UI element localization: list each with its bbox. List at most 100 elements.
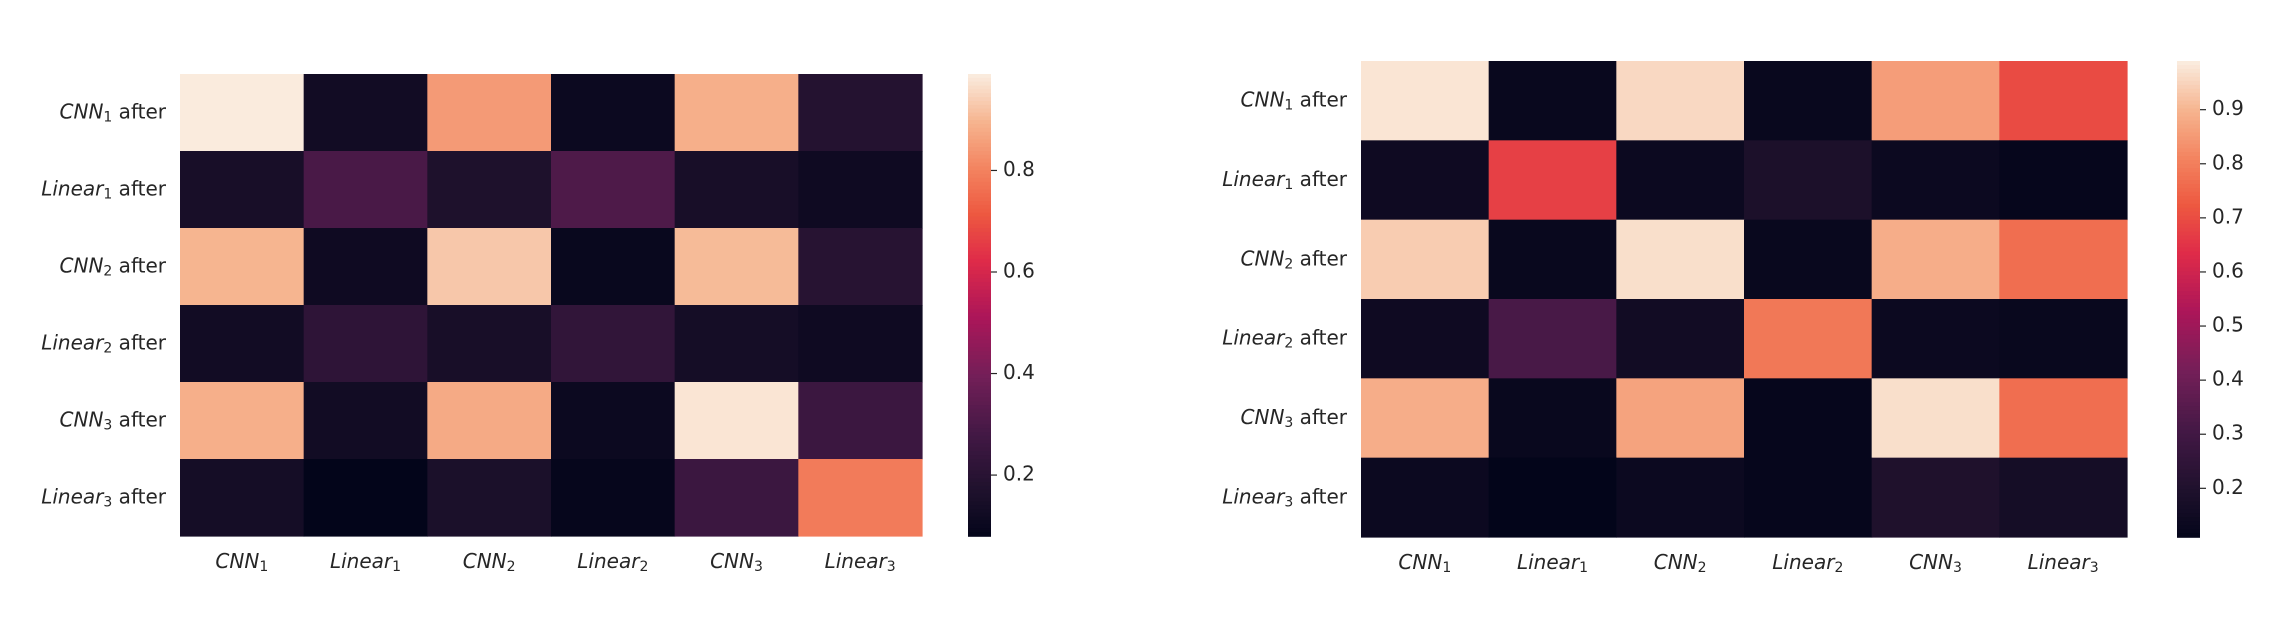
colorbar-segment [968, 366, 991, 372]
colorbar-segment [2177, 453, 2200, 459]
row-tick-label: CNN3 after [60, 407, 167, 434]
colorbar-segment [2177, 501, 2200, 507]
colorbar: 0.2 0.4 0.6 0.8 [968, 74, 1035, 537]
colorbar-segment [968, 385, 991, 391]
colorbar-tick-label: 0.8 [2212, 150, 2244, 174]
heatmap-cell [427, 228, 552, 306]
colorbar-segment [2177, 299, 2200, 304]
colorbar-segment [968, 412, 991, 418]
colorbar-segment [2177, 279, 2200, 284]
colorbar-segment [968, 289, 991, 295]
colorbar-segment [2177, 509, 2200, 514]
colorbar-segment [2177, 314, 2200, 320]
heatmap-cell [427, 151, 552, 229]
colorbar-segment [2177, 223, 2200, 229]
heatmap-cell [1744, 61, 1873, 141]
colorbar-segment [2177, 96, 2200, 102]
colorbar-segment [2177, 148, 2200, 154]
colorbar-segment [2177, 414, 2200, 419]
colorbar-tick-label: 0.2 [1003, 462, 1035, 486]
heatmap-cell [674, 382, 799, 460]
colorbar-segment [968, 297, 991, 302]
colorbar-segment [2177, 275, 2200, 280]
heatmap-cell [1744, 457, 1873, 538]
colorbar-segment [2177, 517, 2200, 522]
colorbar-segment [968, 85, 991, 91]
colorbar-segment [2177, 433, 2200, 439]
colorbar-segment [968, 285, 991, 291]
colorbar-segment [968, 293, 991, 299]
row-tick-label: Linear2 after [1222, 325, 1348, 352]
colorbar-segment [2177, 76, 2200, 82]
heatmap-cell [1488, 219, 1617, 300]
colorbar-segment [968, 435, 991, 441]
heatmap-cell [303, 305, 428, 383]
colorbar-segment [968, 208, 991, 214]
colorbar-segment [968, 528, 991, 533]
row-tick-label: CNN2 after [1241, 246, 1348, 273]
colorbar-tick-label: 0.6 [1003, 259, 1035, 283]
colorbar-segment [2177, 239, 2200, 245]
colorbar-segment [968, 501, 991, 506]
colorbar-segment [968, 524, 991, 530]
colorbar-segment [2177, 322, 2200, 328]
colorbar-segment [2177, 457, 2200, 463]
colorbar-segment [2177, 104, 2200, 110]
colorbar-segment [968, 143, 991, 148]
heatmap-cell [1871, 299, 2000, 379]
colorbar-segment [2177, 263, 2200, 269]
colorbar-segment [2177, 156, 2200, 161]
heatmap-cell [1361, 457, 1490, 538]
colorbar-segment [968, 154, 991, 160]
heatmap-cell [674, 305, 799, 383]
colorbar-segment [2177, 441, 2200, 447]
row-tick-label: Linear1 after [41, 176, 167, 203]
colorbar-segment [2177, 164, 2200, 169]
colorbar-segment [968, 278, 991, 283]
colorbar-segment [2177, 124, 2200, 130]
heatmap-cell [180, 151, 305, 229]
colorbar-segment [968, 339, 991, 345]
column-tick-label: CNN2 [463, 549, 516, 576]
heatmap-cell [1616, 61, 1745, 141]
colorbar-segment [968, 181, 991, 187]
heatmap-cell [427, 74, 552, 152]
colorbar-segment [968, 247, 991, 252]
colorbar-segment [968, 443, 991, 449]
colorbar: 0.2 0.3 0.4 0.5 0.6 0.7 0.8 0.9 [2177, 61, 2244, 538]
colorbar-tick-label: 0.2 [2212, 475, 2244, 499]
column-tick-label: CNN3 [710, 549, 763, 576]
colorbar-segment [968, 462, 991, 468]
heatmap-cell [798, 305, 923, 383]
colorbar-segment [968, 235, 991, 241]
heatmap-cell [303, 459, 428, 537]
colorbar-segment [2177, 469, 2200, 475]
colorbar-segment [968, 89, 991, 95]
colorbar-segment [968, 147, 991, 152]
colorbar-segment [968, 305, 991, 310]
colorbar-segment [2177, 473, 2200, 479]
colorbar-segment [2177, 136, 2200, 142]
colorbar-segment [968, 424, 991, 429]
colorbar-segment [968, 220, 991, 225]
colorbar-segment [2177, 287, 2200, 292]
colorbar-segment [2177, 191, 2200, 197]
heatmap-cell [798, 151, 923, 229]
heatmap-cell [1999, 299, 2128, 379]
colorbar-segment [968, 393, 991, 399]
heatmap-cell [674, 74, 799, 152]
colorbar-segment [968, 120, 991, 125]
colorbar-segment [2177, 370, 2200, 376]
colorbar-segment [968, 151, 991, 156]
colorbar-segment [968, 428, 991, 433]
colorbar-segment [2177, 160, 2200, 165]
colorbar-tick-label: 0.4 [2212, 367, 2244, 391]
row-tick-label: Linear2 after [41, 330, 167, 357]
colorbar-segment [968, 212, 991, 218]
colorbar-segment [968, 320, 991, 326]
heatmap-cell [798, 74, 923, 152]
colorbar-segment [968, 416, 991, 422]
colorbar-segment [968, 74, 991, 79]
heatmap-cell [551, 382, 676, 460]
colorbar-segment [2177, 485, 2200, 491]
